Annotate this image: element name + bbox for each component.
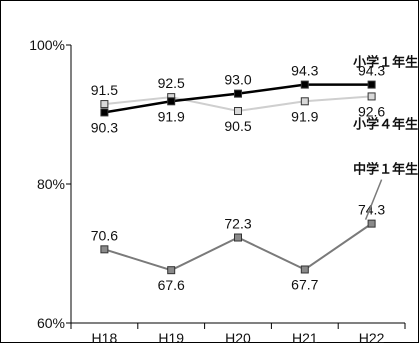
y-tick-label: 60%: [37, 315, 65, 331]
data-point-grade1-elementary: [367, 80, 376, 89]
x-tick-label: H22: [359, 330, 385, 344]
data-label-grade4-elementary: 91.9: [291, 108, 318, 124]
data-point-grade1-elementary: [300, 80, 309, 89]
data-point-grade1-elementary: [234, 89, 242, 98]
y-tick-label: 80%: [37, 176, 65, 192]
data-point-grade1-junior-high: [367, 219, 376, 228]
data-label-grade1-junior-high: 70.6: [91, 227, 118, 243]
x-tick-label: H18: [92, 330, 118, 344]
data-point-grade1-elementary: [100, 108, 109, 117]
axes: [66, 44, 406, 329]
x-tick-label: H21: [292, 330, 318, 344]
data-point-grade4-elementary: [100, 100, 109, 109]
y-tick-label: 100%: [29, 37, 65, 53]
data-label-grade1-elementary: 90.3: [91, 119, 118, 135]
data-label-grade1-junior-high: 72.3: [224, 216, 251, 232]
x-tick-label: H19: [158, 330, 184, 344]
data-label-grade1-elementary: 94.3: [358, 63, 385, 79]
data-label-grade1-elementary: 94.3: [291, 63, 318, 79]
series-label-grade1-junior-high: 中学１年生: [353, 162, 418, 177]
data-point-grade4-elementary: [367, 92, 376, 101]
data-point-grade1-elementary: [167, 97, 176, 106]
data-label-grade1-junior-high: 74.3: [358, 202, 385, 218]
data-label-grade1-junior-high: 67.7: [291, 276, 318, 292]
data-label-grade1-elementary: 93.0: [224, 72, 251, 88]
data-point-grade1-junior-high: [167, 266, 176, 275]
data-labels: 91.5 92.5 90.5 91.9 92.6 70.6 67.6 72.3 67.7 74.3…: [91, 63, 386, 294]
data-point-grade1-junior-high: [300, 265, 309, 274]
series-label-grade1-elementary: 小学１年生: [353, 55, 418, 70]
data-point-grade1-junior-high: [234, 233, 242, 242]
data-label-grade4-elementary: 90.5: [224, 118, 251, 134]
data-label-grade1-elementary: 91.9: [158, 108, 185, 124]
data-point-grade1-junior-high: [100, 245, 109, 254]
data-label-grade1-junior-high: 67.6: [158, 277, 185, 293]
tick-labels: 100% 80% 60% H18 H19 H20 H21 H22: [29, 37, 384, 344]
series-markers: [100, 80, 376, 275]
data-point-grade4-elementary: [300, 97, 309, 106]
x-tick-label: H20: [225, 330, 251, 344]
series-label-leader: [364, 179, 383, 220]
data-label-grade4-elementary: 92.6: [358, 103, 385, 119]
data-point-grade4-elementary: [234, 107, 242, 116]
series-label-grade4-elementary: 小学４年生: [353, 116, 418, 131]
data-label-grade4-elementary: 91.5: [91, 82, 118, 98]
data-label-grade4-elementary: 92.5: [158, 75, 185, 91]
